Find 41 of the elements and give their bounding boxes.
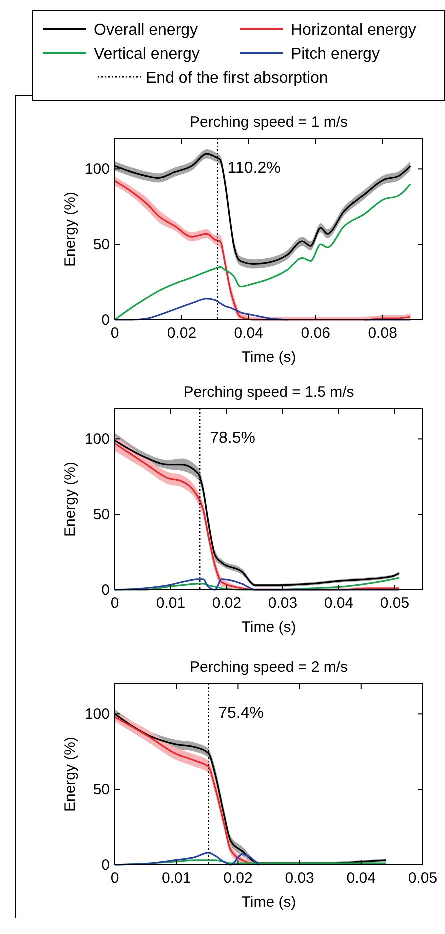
y-tick-label: 0 xyxy=(102,582,110,599)
y-tick-label: 100 xyxy=(84,431,110,448)
legend-label: Overall energy xyxy=(94,22,198,39)
legend-label: Horizontal energy xyxy=(291,22,416,39)
x-tick-label: 0.04 xyxy=(346,870,376,887)
x-tick-label: 0.04 xyxy=(324,595,354,612)
legend-label: Vertical energy xyxy=(94,46,200,63)
annotation: 78.5% xyxy=(210,430,256,447)
x-tick-label: 0.01 xyxy=(156,595,186,612)
y-axis-title: Energy (%) xyxy=(62,462,79,538)
chart-title: Perching speed = 1.5 m/s xyxy=(184,384,354,401)
x-axis-title: Time (s) xyxy=(242,349,296,366)
annotation: 75.4% xyxy=(218,705,264,722)
y-tick-label: 0 xyxy=(102,857,110,874)
x-axis-title: Time (s) xyxy=(242,894,296,911)
x-tick-label: 0.02 xyxy=(224,870,253,887)
y-axis-title: Energy (%) xyxy=(62,192,79,268)
y-tick-label: 50 xyxy=(93,506,110,524)
y-tick-label: 0 xyxy=(102,312,110,329)
chart-title: Perching speed = 2 m/s xyxy=(190,659,348,676)
legend-label: End of the first absorption xyxy=(146,70,328,87)
line-series xyxy=(114,852,260,866)
y-tick-label: 50 xyxy=(93,236,110,254)
x-tick-label: 0.02 xyxy=(212,595,242,612)
x-tick-label: 0.03 xyxy=(285,870,314,887)
x-tick-label: 0.05 xyxy=(408,870,438,887)
x-tick-label: 0.01 xyxy=(162,870,192,887)
y-tick-label: 100 xyxy=(84,161,110,178)
x-tick-label: 0.06 xyxy=(301,325,330,342)
legend-label: Pitch energy xyxy=(291,46,380,63)
x-tick-label: 0.02 xyxy=(167,325,197,342)
x-tick-label: 0.04 xyxy=(234,325,264,342)
x-tick-label: 0.05 xyxy=(380,595,410,612)
y-axis-title: Energy (%) xyxy=(62,736,79,812)
x-axis-title: Time (s) xyxy=(242,619,296,636)
y-tick-label: 100 xyxy=(84,706,110,724)
x-tick-label: 0.08 xyxy=(368,325,398,342)
y-tick-label: 50 xyxy=(93,782,110,799)
x-tick-label: 0.03 xyxy=(268,595,298,612)
annotation: 110.2% xyxy=(228,160,281,177)
chart-title: Perching speed = 1 m/s xyxy=(190,114,348,131)
